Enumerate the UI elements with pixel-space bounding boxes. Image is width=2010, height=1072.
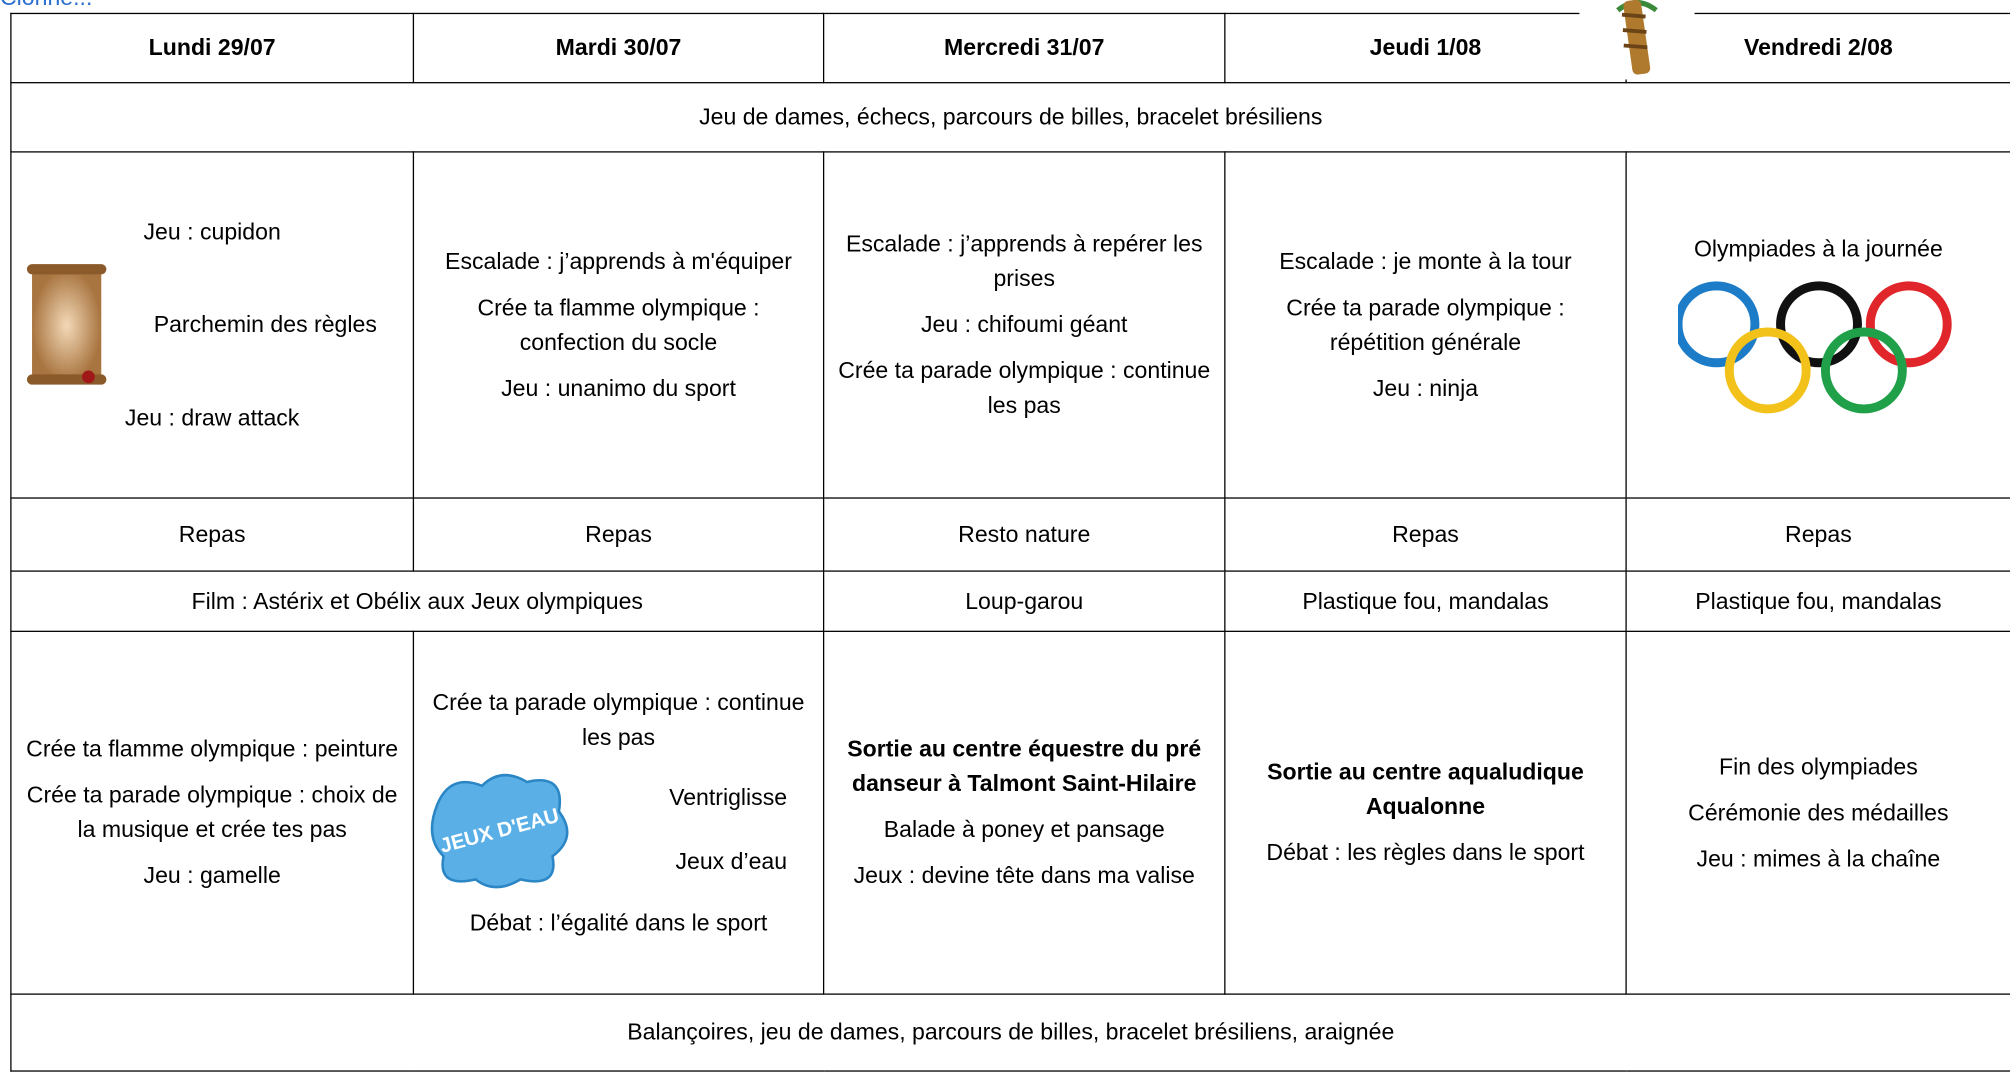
morning-cell: Escalade : j’apprends à repérer les pris… (822, 151, 1226, 499)
early-afternoon-cell: Loup-garou (822, 570, 1226, 632)
afternoon-cell: Crée ta parade olympique : continue les … (412, 630, 825, 995)
activity: Crée ta parade olympique : répétition gé… (1286, 294, 1565, 355)
lunch-cell: Repas (412, 497, 825, 572)
activity: Jeu : unanimo du sport (501, 374, 736, 401)
afternoon-cell: Sortie au centre aqualudique Aqualonne Dé… (1224, 630, 1627, 995)
activity: Jeu : ninja (1372, 374, 1479, 401)
header-note: Clonne... (0, 0, 92, 12)
olympic-rings-image (1677, 280, 1952, 413)
activity: Jeu : chifoumi géant (920, 311, 1128, 338)
afternoon-cell: Sortie au centre équestre du pré danseur… (822, 630, 1226, 995)
welcome-row: Jeu de dames, échecs, parcours de billes… (10, 82, 2010, 153)
ring (1865, 280, 1952, 367)
activity: Jeux : devine tête dans ma valise (853, 862, 1195, 889)
ring (1775, 280, 1862, 367)
day-header: Jeudi 1/08 (1224, 12, 1627, 84)
day-header: Lundi 29/07 (10, 12, 415, 84)
activity: Débat : les règles dans le sport (1266, 839, 1585, 866)
header-row: Lundi 29/07 Mardi 30/07 Mercredi 31/07 Jeud… (10, 12, 2010, 84)
ring (1820, 326, 1907, 413)
ring (1677, 280, 1759, 367)
torch-image (1579, 0, 1695, 80)
activity: Parchemin des règles (153, 311, 377, 338)
splash-shape (430, 773, 569, 888)
lunch-row: Repas Repas Resto nature Repas Repas (10, 497, 2010, 572)
activity: Olympiades à la journée (1693, 235, 1943, 261)
lunch-cell: Resto nature (822, 497, 1226, 572)
schedule-table: Lundi 29/07 Mardi 30/07 Mercredi 31/07 Jeud… (10, 12, 2010, 1072)
activity: Crée ta flamme olympique : peinture (26, 735, 399, 762)
image-texts: Ventriglisse Jeux d’eau (578, 766, 813, 894)
activity: Jeu : draw attack (124, 404, 300, 431)
activity: Sortie au centre équestre du pré danseur… (847, 735, 1202, 797)
activity: Ventriglisse (669, 784, 788, 811)
welcome-cell: Jeu de dames, échecs, parcours de billes… (10, 82, 2010, 153)
activity: Cérémonie des médailles (1688, 799, 1949, 825)
image-row: JEUX D'EAU Ventriglisse Jeux d’eau (424, 766, 812, 894)
lunch-cell: Repas (1224, 497, 1627, 572)
early-afternoon-cell: Film : Astérix et Obélix aux Jeux olympi… (10, 570, 825, 632)
activity: Jeu : mimes à la chaîne (1696, 845, 1941, 872)
morning-cell: Olympiades à la journée (1625, 151, 2010, 499)
morning-cell: Escalade : j’apprends à m'équiper Crée ta… (412, 151, 825, 499)
morning-cell: Jeu : cupidon Parchemin des règles Jeu : d… (10, 151, 415, 499)
activity: Crée ta parade olympique : continue les … (838, 357, 1211, 418)
evening-cell: Balançoires, jeu de dames, parcours de b… (10, 993, 2010, 1072)
activity: Débat : l’égalité dans le sport (469, 909, 768, 936)
activity: Jeux d’eau (675, 848, 788, 875)
activity: Jeu : gamelle (143, 862, 281, 889)
activity: Escalade : j’apprends à m'équiper (445, 248, 792, 274)
activity: Fin des olympiades (1718, 753, 1918, 779)
activity: Jeu : cupidon (143, 218, 281, 245)
afternoon-cell: Fin des olympiades Cérémonie des médaille… (1625, 630, 2010, 995)
afternoon-cell: Crée ta flamme olympique : peinture Crée … (10, 630, 415, 995)
lunch-cell: Repas (1625, 497, 2010, 572)
early-afternoon-row: Film : Astérix et Obélix aux Jeux olympi… (10, 570, 2010, 632)
image-row: Parchemin des règles (22, 261, 403, 389)
parchment-image (26, 263, 107, 384)
image-texts: Parchemin des règles (112, 261, 403, 389)
splash-image: JEUX D'EAU (430, 773, 569, 888)
activity: Crée ta parade olympique : continue les … (432, 689, 805, 750)
morning-row: Jeu : cupidon Parchemin des règles Jeu : d… (10, 151, 2010, 499)
evening-row: Balançoires, jeu de dames, parcours de b… (10, 993, 2010, 1072)
day-header: Mercredi 31/07 (822, 12, 1226, 84)
activity: Crée ta flamme olympique : confection du… (477, 294, 760, 355)
activity: Escalade : j’apprends à repérer les pris… (845, 230, 1203, 291)
day-header: Mardi 30/07 (412, 12, 825, 84)
activity: Sortie au centre aqualudique Aqualonne (1267, 758, 1584, 820)
activity: Escalade : je monte à la tour (1279, 248, 1572, 274)
early-afternoon-cell: Plastique fou, mandalas (1625, 570, 2010, 632)
ring (1724, 326, 1811, 413)
activity: Balade à poney et pansage (883, 816, 1165, 843)
early-afternoon-cell: Plastique fou, mandalas (1224, 570, 1627, 632)
afternoon-row: Crée ta flamme olympique : peinture Crée … (10, 630, 2010, 995)
activity: Crée ta parade olympique : choix de la m… (26, 781, 398, 843)
morning-cell: Escalade : je monte à la tour Crée ta par… (1224, 151, 1627, 499)
lunch-cell: Repas (10, 497, 415, 572)
image-row (1637, 278, 2000, 419)
